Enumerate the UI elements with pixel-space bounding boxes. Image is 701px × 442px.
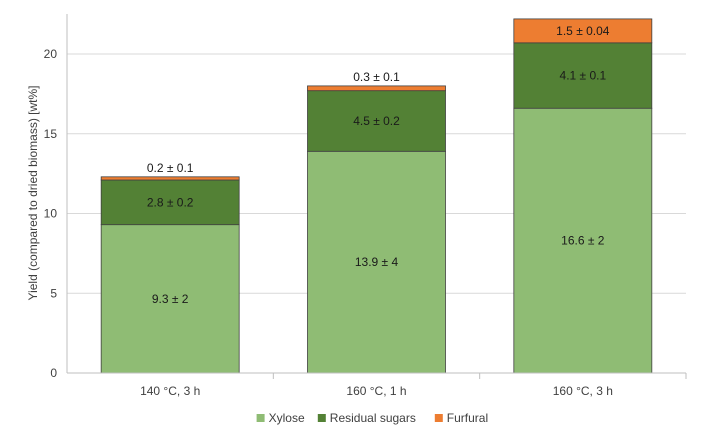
y-tick-label: 5 [50, 286, 57, 300]
data-label: 16.6 ± 2 [561, 234, 605, 248]
bar-segment [100, 176, 240, 181]
bar-segment [513, 18, 653, 44]
bar-segment [100, 179, 240, 226]
legend-swatch [434, 414, 443, 422]
bar-segment [513, 107, 653, 374]
axes [66, 14, 687, 379]
bar-segment [307, 150, 446, 374]
y-tick-label: 10 [44, 207, 58, 221]
legend-label: Xylose [269, 411, 305, 425]
segment-labels: 9.3 ± 2 2.8 ± 0.2 0.2 ± 0.1 13.9 ± 4 4.5 ± 0… [147, 24, 610, 306]
bar-segment [100, 224, 240, 374]
bars [100, 18, 653, 374]
y-tick-label: 20 [44, 47, 58, 61]
y-tick-label: 0 [50, 366, 57, 380]
legend: Xylose Residual sugars Furfural [256, 411, 488, 425]
bar-segment [513, 42, 653, 109]
legend-swatch [317, 414, 326, 422]
x-tick-label: 140 °C, 3 h [140, 384, 200, 398]
x-tick-label: 160 °C, 3 h [553, 384, 613, 398]
legend-label: Furfural [447, 411, 488, 425]
y-tick-labels: 0 5 10 15 20 [44, 47, 58, 380]
y-tick-label: 15 [44, 127, 58, 141]
data-label: 4.5 ± 0.2 [353, 114, 400, 128]
data-label: 4.1 ± 0.1 [560, 69, 607, 83]
legend-label: Residual sugars [330, 411, 416, 425]
y-axis-title: Yield (compared to dried biomass) [wt%] [26, 86, 40, 301]
x-tick-labels: 140 °C, 3 h 160 °C, 1 h 160 °C, 3 h [140, 384, 613, 398]
bar-segment [307, 90, 446, 152]
data-label: 13.9 ± 4 [355, 255, 399, 269]
legend-swatch [256, 414, 265, 422]
data-label: 0.2 ± 0.1 [147, 161, 194, 175]
data-label: 2.8 ± 0.2 [147, 195, 194, 209]
x-tick-label: 160 °C, 1 h [346, 384, 406, 398]
data-label: 1.5 ± 0.04 [556, 24, 610, 38]
data-label: 9.3 ± 2 [152, 292, 189, 306]
data-label: 0.3 ± 0.1 [353, 70, 400, 84]
bar-segment [307, 85, 446, 92]
